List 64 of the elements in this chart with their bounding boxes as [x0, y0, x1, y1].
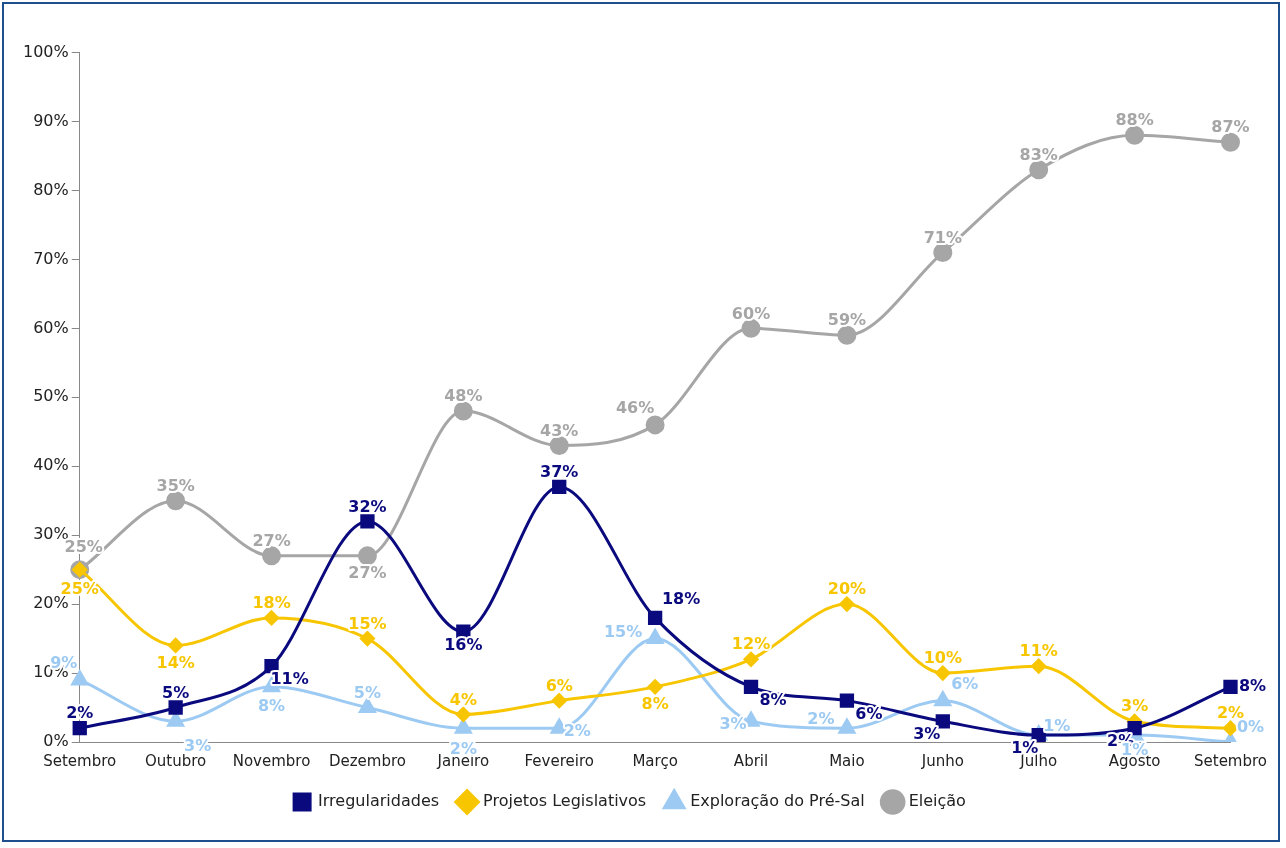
data-label: 60%: [731, 303, 771, 323]
legend-label: Eleição: [908, 791, 966, 811]
data-label: 6%: [545, 675, 573, 695]
data-label: 37%: [540, 462, 579, 482]
data-label: 11%: [270, 669, 309, 689]
data-label: 15%: [348, 613, 387, 633]
data-label: 2%: [66, 703, 94, 723]
data-label: 8%: [257, 696, 286, 715]
legend-label: Projetos Legislativos: [483, 791, 647, 811]
x-tick-label: Setembro: [1193, 751, 1267, 770]
data-label: 32%: [348, 496, 387, 516]
y-tick-label: 100%: [22, 41, 69, 61]
data-label: 8%: [1238, 676, 1267, 695]
y-tick-label: 40%: [33, 455, 69, 475]
data-label: 6%: [855, 703, 883, 723]
data-label: 2%: [807, 709, 835, 729]
data-label: 27%: [252, 531, 291, 551]
data-label: 27%: [348, 563, 387, 583]
y-tick-label: 20%: [33, 593, 69, 613]
data-label: 59%: [827, 310, 867, 330]
y-tick-label: 90%: [33, 110, 69, 130]
x-tick-label: Abril: [733, 751, 769, 770]
data-label: 35%: [156, 475, 195, 495]
data-label: 5%: [353, 682, 382, 702]
data-label: 10%: [923, 648, 962, 668]
data-label: 1%: [1043, 716, 1071, 736]
data-label: 8%: [641, 694, 669, 713]
data-label: 71%: [923, 227, 962, 247]
data-label: 14%: [156, 652, 195, 672]
data-label: 15%: [603, 621, 643, 641]
data-label: 43%: [540, 420, 579, 440]
x-tick-label: Setembro: [43, 751, 117, 770]
x-tick-label: Fevereiro: [524, 751, 594, 770]
x-tick-label: Novembro: [232, 751, 311, 770]
x-tick-label: Junho: [920, 751, 964, 770]
data-label: 3%: [719, 714, 747, 734]
data-label: 83%: [1019, 144, 1058, 164]
x-tick-label: Dezembro: [328, 751, 406, 770]
data-label: 87%: [1211, 117, 1250, 137]
data-label: 3%: [1121, 696, 1149, 716]
data-label: 3%: [913, 724, 941, 744]
y-tick-label: 70%: [33, 248, 69, 268]
data-label: 18%: [252, 593, 291, 613]
data-label: 46%: [615, 398, 655, 418]
data-label: 4%: [449, 689, 477, 709]
data-label: 6%: [951, 673, 979, 693]
y-tick-label: 0%: [43, 731, 69, 751]
x-tick-label: Outubro: [145, 751, 207, 770]
data-label: 12%: [731, 634, 771, 654]
data-label: 8%: [759, 690, 787, 709]
y-tick-label: 50%: [33, 386, 69, 406]
x-tick-label: Março: [632, 751, 678, 770]
legend-label: Irregularidades: [318, 791, 440, 811]
y-tick-label: 80%: [33, 179, 69, 199]
data-label: 20%: [827, 579, 867, 599]
y-tick-label: 60%: [33, 317, 69, 337]
legend-label: Exploração do Pré-Sal: [690, 791, 865, 811]
x-tick-label: Maio: [829, 751, 865, 770]
data-label: 48%: [444, 386, 483, 406]
data-label: 18%: [661, 589, 701, 609]
data-label: 5%: [162, 682, 190, 702]
data-label: 88%: [1115, 110, 1154, 130]
data-label: 16%: [444, 634, 483, 654]
data-label: 11%: [1019, 641, 1058, 661]
